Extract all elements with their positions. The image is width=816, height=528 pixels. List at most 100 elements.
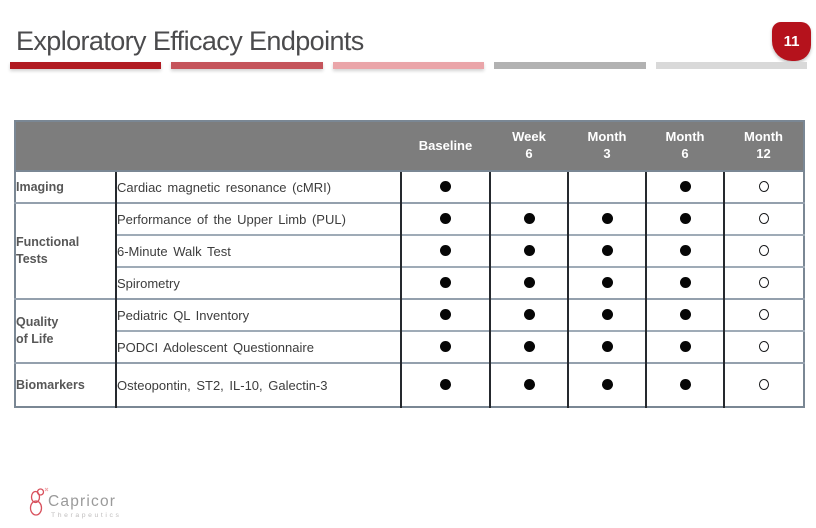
header-blank-cell [15, 121, 401, 172]
visit-mark [759, 379, 769, 391]
visit-mark [679, 181, 691, 193]
visit-mark-cell [645, 362, 724, 407]
visit-mark [759, 341, 769, 353]
visit-mark-cell [723, 330, 804, 363]
visit-mark-cell [645, 298, 724, 331]
visit-mark-cell [645, 170, 724, 203]
accent-bar-4 [494, 62, 646, 69]
visit-mark [523, 309, 535, 321]
visit-mark-cell [489, 362, 568, 407]
visit-mark [759, 309, 769, 321]
header-month-12: Month 12 [724, 121, 804, 172]
visit-mark [523, 379, 535, 391]
endpoint-label: Pediatric QL Inventory [115, 298, 401, 331]
visit-mark [523, 213, 535, 225]
table-row-pediatric-ql: Quality of Life Pediatric QL Inventory [15, 298, 804, 363]
endpoint-label: Performance of the Upper Limb (PUL) [115, 202, 401, 235]
visit-mark [440, 213, 451, 225]
logo-name: Capricor [48, 493, 117, 510]
visit-mark-cell [645, 266, 724, 299]
visit-mark [440, 245, 451, 257]
accent-bar-5 [655, 62, 808, 69]
visit-mark-cell [400, 266, 490, 299]
visit-mark-cell [489, 266, 568, 299]
visit-mark [759, 213, 769, 225]
header-month-3: Month 3 [568, 121, 646, 172]
visit-mark [440, 181, 451, 193]
visit-mark [440, 277, 451, 289]
endpoint-label: Spirometry [115, 266, 401, 299]
visit-mark [759, 277, 769, 289]
category-functional-tests: Functional Tests [15, 202, 116, 299]
visit-mark-cell [723, 266, 804, 299]
visit-mark-cell [645, 330, 724, 363]
header-month-6: Month 6 [646, 121, 724, 172]
accent-bar-2 [171, 62, 323, 69]
visit-mark-cell [723, 234, 804, 267]
visit-mark [601, 213, 613, 225]
visit-mark [440, 341, 451, 353]
capricor-logo-icon [29, 487, 49, 516]
visit-mark [601, 379, 613, 391]
visit-mark-cell [567, 298, 646, 331]
visit-mark-cell [489, 234, 568, 267]
page-title: Exploratory Efficacy Endpoints [16, 26, 364, 56]
visit-mark-cell [567, 362, 646, 407]
category-imaging: Imaging [15, 170, 116, 203]
visit-mark-cell [723, 202, 804, 235]
visit-mark [679, 277, 691, 289]
capricor-logo: Capricor Therapeutics [27, 486, 122, 519]
accent-bar-1 [10, 62, 162, 69]
endpoint-label: 6-Minute Walk Test [115, 234, 401, 267]
visit-mark-cell [567, 330, 646, 363]
visit-mark-cell [489, 202, 568, 235]
table-row-pul: Functional Tests Performance of the Uppe… [15, 202, 804, 299]
accent-bar-3 [332, 62, 485, 69]
visit-mark [523, 245, 535, 257]
visit-mark [601, 245, 613, 257]
visit-mark [601, 341, 613, 353]
visit-mark-cell [400, 362, 490, 407]
visit-mark [601, 309, 613, 321]
table-row-cmri: Imaging Cardiac magnetic resonance (cMRI… [15, 170, 804, 203]
table-row-spirometry: Spirometry [15, 266, 804, 299]
title-underline-bars [10, 62, 808, 69]
visit-mark [759, 181, 769, 193]
capricor-logo-text: Capricor Therapeutics [48, 494, 122, 519]
table-header-row: Baseline Week 6 Month 3 Month 6 Month 12 [15, 121, 804, 172]
visit-mark [523, 277, 535, 289]
table-row-podci: PODCI Adolescent Questionnaire [15, 330, 804, 363]
visit-mark [679, 213, 691, 225]
visit-mark [759, 245, 769, 257]
visit-mark-cell [567, 266, 646, 299]
visit-mark-cell [400, 234, 490, 267]
visit-mark-cell [645, 202, 724, 235]
visit-mark-cell [489, 170, 568, 203]
visit-mark-cell [400, 298, 490, 331]
visit-mark [523, 341, 535, 353]
visit-mark-cell [645, 234, 724, 267]
visit-mark-cell [723, 298, 804, 331]
logo-subtitle: Therapeutics [51, 512, 122, 519]
visit-mark [679, 341, 691, 353]
endpoint-label: PODCI Adolescent Questionnaire [115, 330, 401, 363]
visit-mark [440, 379, 451, 391]
visit-mark [440, 309, 451, 321]
visit-mark-cell [400, 170, 490, 203]
header-baseline: Baseline [401, 121, 490, 172]
endpoint-label: Cardiac magnetic resonance (cMRI) [115, 170, 401, 203]
visit-mark-cell [567, 234, 646, 267]
category-quality-of-life: Quality of Life [15, 298, 116, 363]
visit-mark-cell [723, 170, 804, 203]
table-row-biomarkers: Biomarkers Osteopontin, ST2, IL-10, Gale… [15, 362, 804, 407]
visit-mark-cell [723, 362, 804, 407]
visit-mark [679, 309, 691, 321]
header-week-6: Week 6 [490, 121, 568, 172]
endpoints-table: Baseline Week 6 Month 3 Month 6 Month 12… [14, 120, 805, 408]
page-number-badge: 11 [772, 22, 811, 61]
visit-mark [601, 277, 613, 289]
page-number: 11 [783, 33, 800, 50]
visit-mark-cell [567, 170, 646, 203]
visit-mark [679, 245, 691, 257]
